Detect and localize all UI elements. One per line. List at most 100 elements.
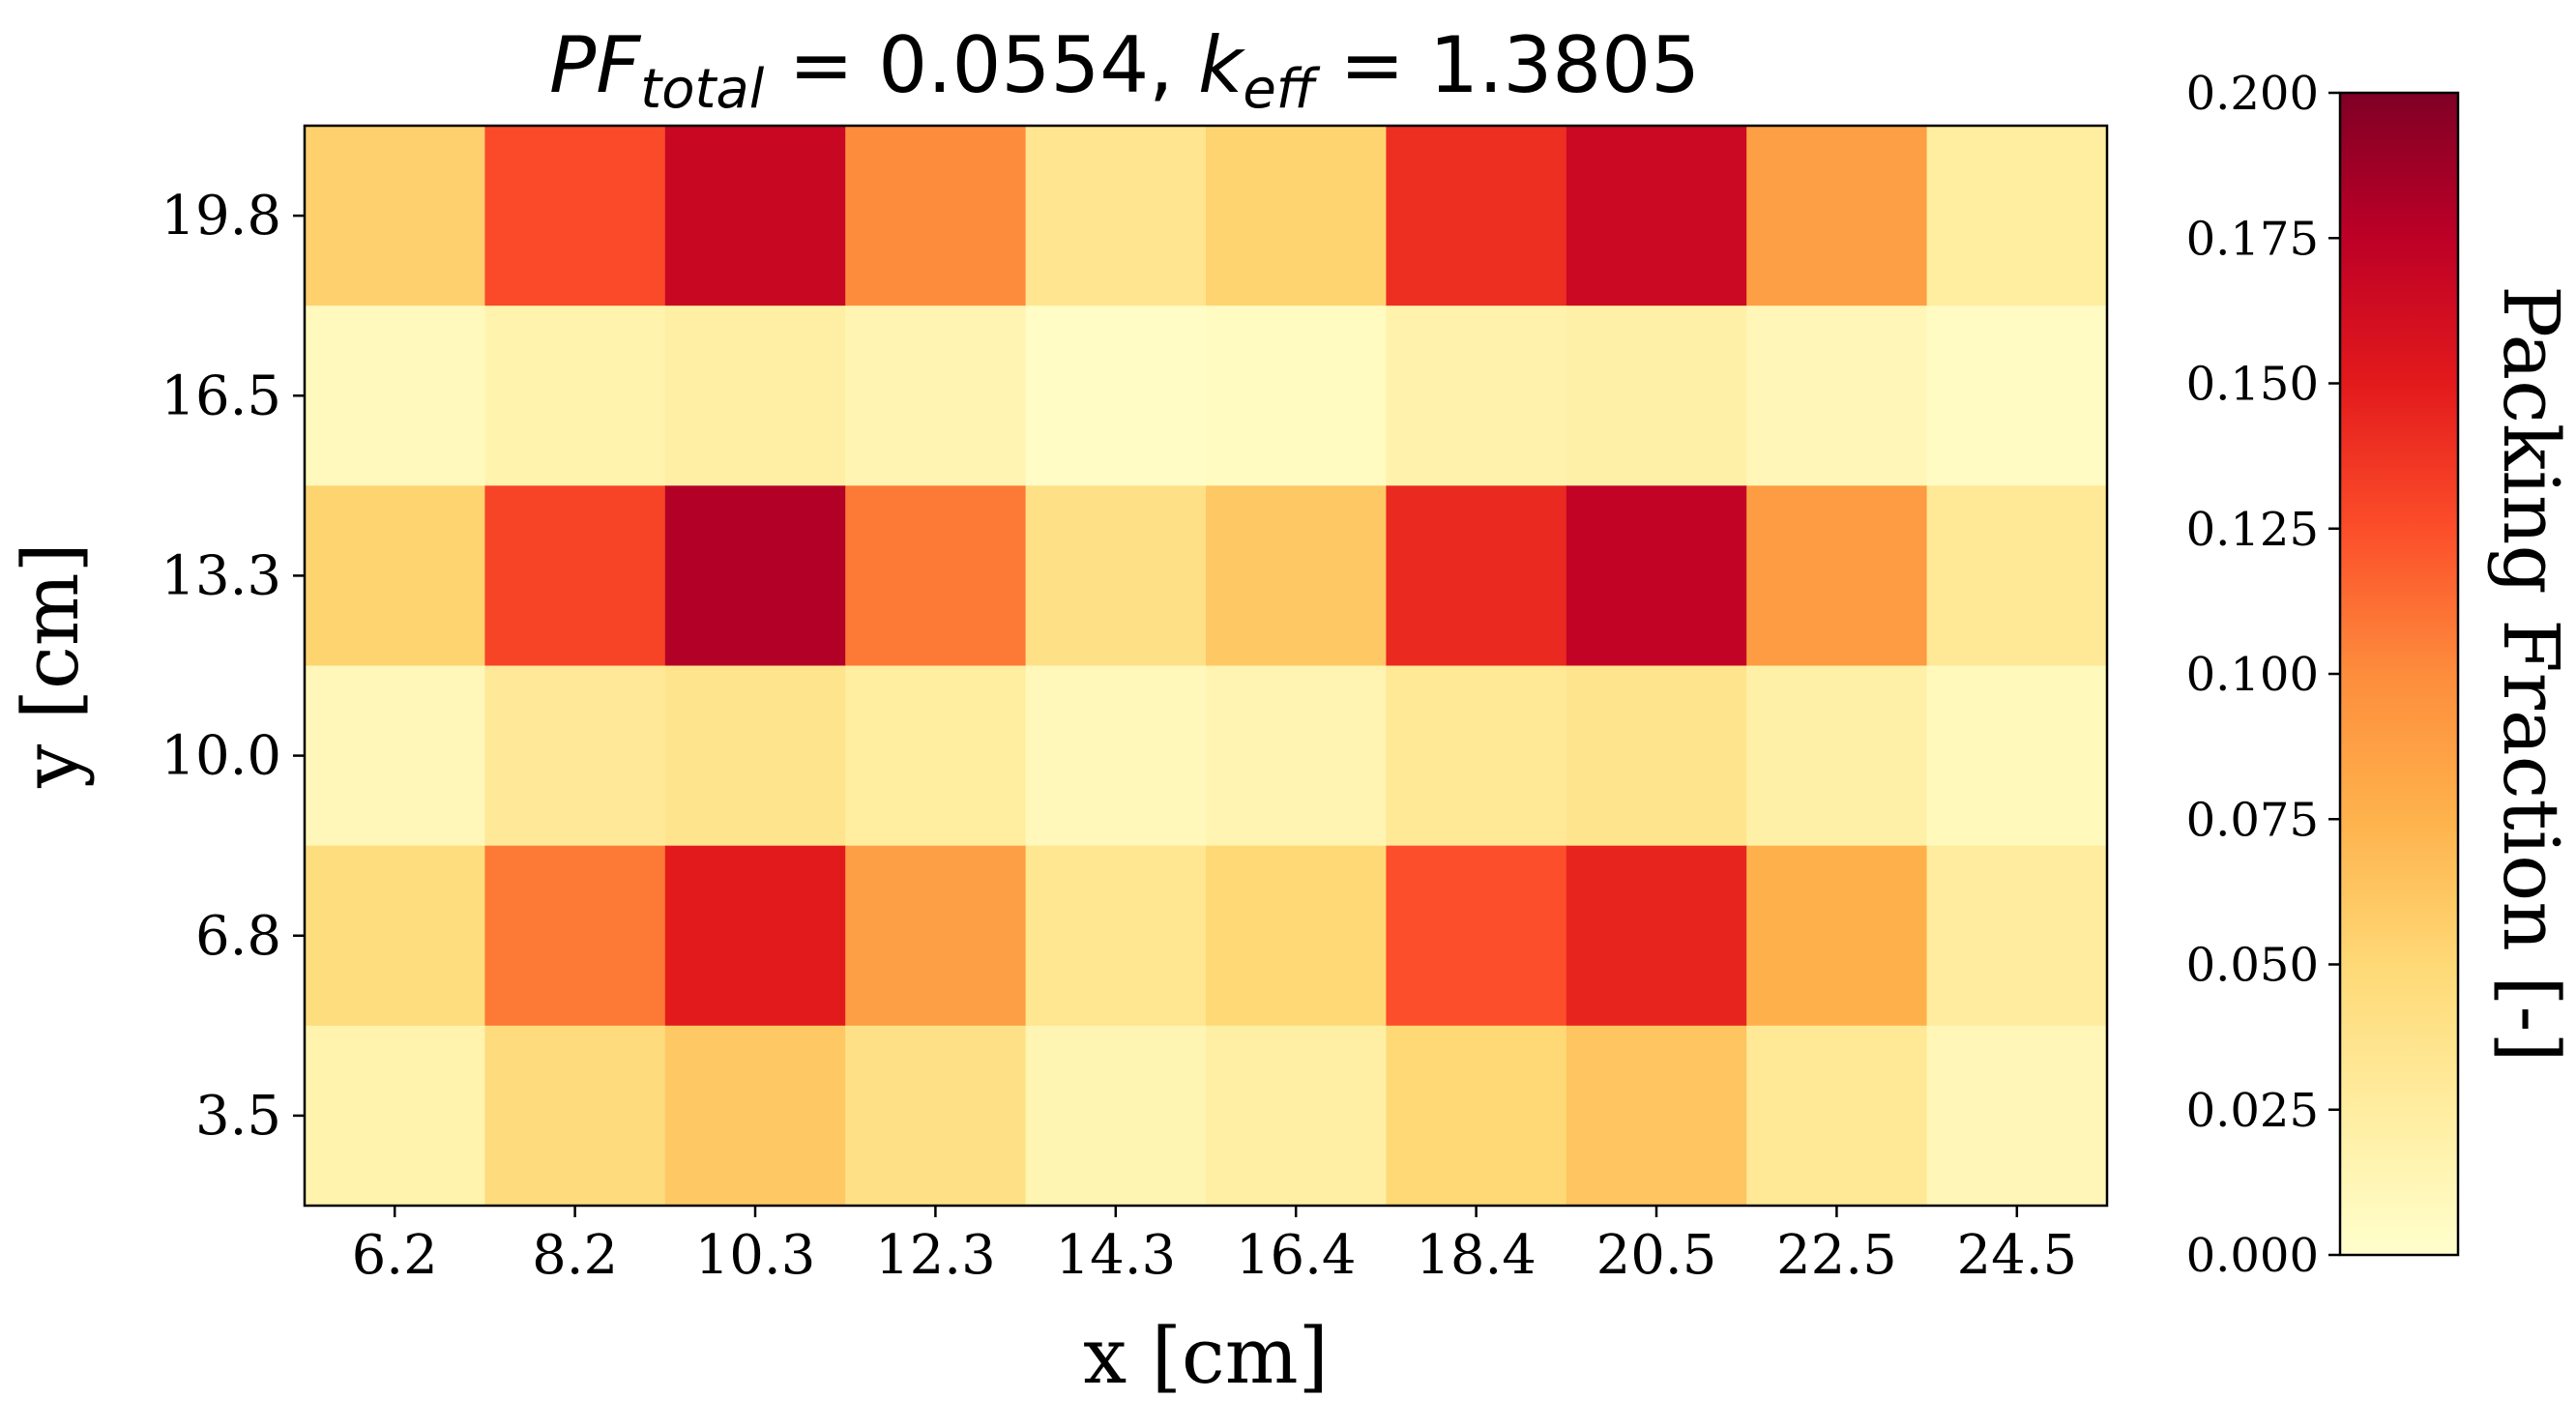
title-k-symbol: k	[1198, 20, 1245, 110]
heatmap-cell	[484, 845, 666, 1027]
colorbar-tick-label: 0.075	[2186, 793, 2319, 847]
heatmap-cells	[305, 126, 2108, 1207]
colorbar-tick-label: 0.200	[2186, 67, 2319, 121]
heatmap-cell	[1206, 845, 1387, 1027]
y-axis: 19.8 16.5 13.3 10.0 6.8 3.5	[161, 185, 305, 1148]
heatmap-cell	[1746, 485, 1928, 667]
heatmap-cell	[1386, 1025, 1567, 1207]
colorbar-tick-label: 0.000	[2186, 1229, 2319, 1283]
heatmap-cell	[664, 1025, 846, 1207]
heatmap-cell	[845, 845, 1027, 1027]
x-tick-label: 8.2	[532, 1224, 618, 1287]
heatmap-cell	[664, 665, 846, 847]
heatmap-cell	[1206, 665, 1387, 847]
title-pf-value: = 0.0554,	[764, 20, 1198, 110]
heatmap-cell	[1025, 845, 1207, 1027]
chart-title: PFtotal = 0.0554, keff = 1.3805	[549, 20, 1700, 121]
heatmap-cell	[1566, 665, 1747, 847]
heatmap-cell	[484, 1025, 666, 1207]
y-tick-label: 6.8	[195, 905, 281, 968]
y-tick-label: 19.8	[161, 185, 281, 248]
heatmap-cell	[1206, 126, 1387, 306]
heatmap-cell	[1566, 126, 1747, 306]
x-tick-label: 24.5	[1956, 1224, 2077, 1287]
colorbar-tick-label: 0.050	[2186, 939, 2319, 993]
title-pf-subscript: total	[640, 58, 764, 121]
heatmap-cell	[1926, 1025, 2108, 1207]
heatmap-cell	[845, 126, 1027, 306]
heatmap-cell	[664, 485, 846, 667]
y-tick-label: 3.5	[195, 1085, 281, 1148]
heatmap-cell	[305, 485, 485, 667]
heatmap-cell	[305, 665, 485, 847]
heatmap-cell	[1566, 485, 1747, 667]
heatmap-cell	[1926, 126, 2108, 306]
x-tick-label: 14.3	[1055, 1224, 1176, 1287]
colorbar-ticks: 0.000 0.025 0.050 0.075 0.100 0.125 0.150 0.175…	[2186, 67, 2340, 1283]
x-tick-label: 6.2	[352, 1224, 438, 1287]
title-k-subscript: eff	[1243, 58, 1320, 121]
y-tick-label: 10.0	[161, 725, 281, 788]
heatmap-cell	[1025, 1025, 1207, 1207]
heatmap-cell	[1566, 306, 1747, 486]
heatmap-cell	[1746, 126, 1928, 306]
heatmap-cell	[1386, 126, 1567, 306]
x-tick-label: 10.3	[695, 1224, 816, 1287]
heatmap-cell	[484, 126, 666, 306]
heatmap-cell	[1025, 485, 1207, 667]
heatmap-cell	[484, 306, 666, 486]
heatmap-cell	[1386, 845, 1567, 1027]
heatmap-cell	[845, 1025, 1027, 1207]
heatmap-cell	[484, 485, 666, 667]
heatmap-cell	[1206, 485, 1387, 667]
heatmap-cell	[1926, 306, 2108, 486]
colorbar-tick-label: 0.125	[2186, 503, 2319, 557]
y-axis-label: y [cm]	[6, 542, 96, 789]
heatmap-cell	[305, 845, 485, 1027]
heatmap-cell	[1206, 306, 1387, 486]
heatmap-cell	[845, 485, 1027, 667]
heatmap-cell	[664, 845, 846, 1027]
heatmap-cell	[1926, 485, 2108, 667]
x-tick-label: 12.3	[875, 1224, 996, 1287]
heatmap-cell	[1926, 845, 2108, 1027]
heatmap-cell	[1566, 1025, 1747, 1207]
heatmap-cell	[1206, 1025, 1387, 1207]
heatmap-cell	[664, 126, 846, 306]
heatmap-cell	[845, 665, 1027, 847]
title-k-value: = 1.3805	[1315, 20, 1700, 110]
y-tick-label: 13.3	[161, 544, 281, 607]
x-tick-label: 16.4	[1236, 1224, 1357, 1287]
colorbar-tick-label: 0.150	[2186, 358, 2319, 412]
x-tick-label: 22.5	[1776, 1224, 1897, 1287]
heatmap-cell	[305, 1025, 485, 1207]
heatmap-cell	[1746, 665, 1928, 847]
heatmap-cell	[1386, 485, 1567, 667]
heatmap-cell	[305, 306, 485, 486]
colorbar	[2338, 91, 2460, 1257]
heatmap-cell	[1386, 306, 1567, 486]
colorbar-tick-label: 0.100	[2186, 648, 2319, 702]
plot-frame	[303, 124, 2109, 1208]
heatmap-cell	[1025, 126, 1207, 306]
x-tick-label: 18.4	[1416, 1224, 1537, 1287]
x-axis: 6.2 8.2 10.3 12.3 14.3 16.4 18.4 20.5 22.5 24.5	[352, 1206, 2077, 1287]
heatmap-cell	[1025, 306, 1207, 486]
heatmap-cell	[305, 126, 485, 306]
heatmap-cell	[1746, 306, 1928, 486]
heatmap-cell	[845, 306, 1027, 486]
title-pf-symbol: PF	[549, 20, 641, 110]
heatmap-cell	[1566, 845, 1747, 1027]
heatmap-cell	[1926, 665, 2108, 847]
heatmap-cell	[1025, 665, 1207, 847]
y-tick-label: 16.5	[161, 364, 281, 427]
colorbar-label: Packing Fraction [-]	[2486, 285, 2576, 1063]
heatmap-cell	[1746, 845, 1928, 1027]
colorbar-tick-label: 0.175	[2186, 212, 2319, 266]
heatmap-cell	[1386, 665, 1567, 847]
heatmap-cell	[1746, 1025, 1928, 1207]
x-axis-label: x [cm]	[1083, 1311, 1329, 1401]
heatmap-cell	[664, 306, 846, 486]
x-tick-label: 20.5	[1596, 1224, 1717, 1287]
